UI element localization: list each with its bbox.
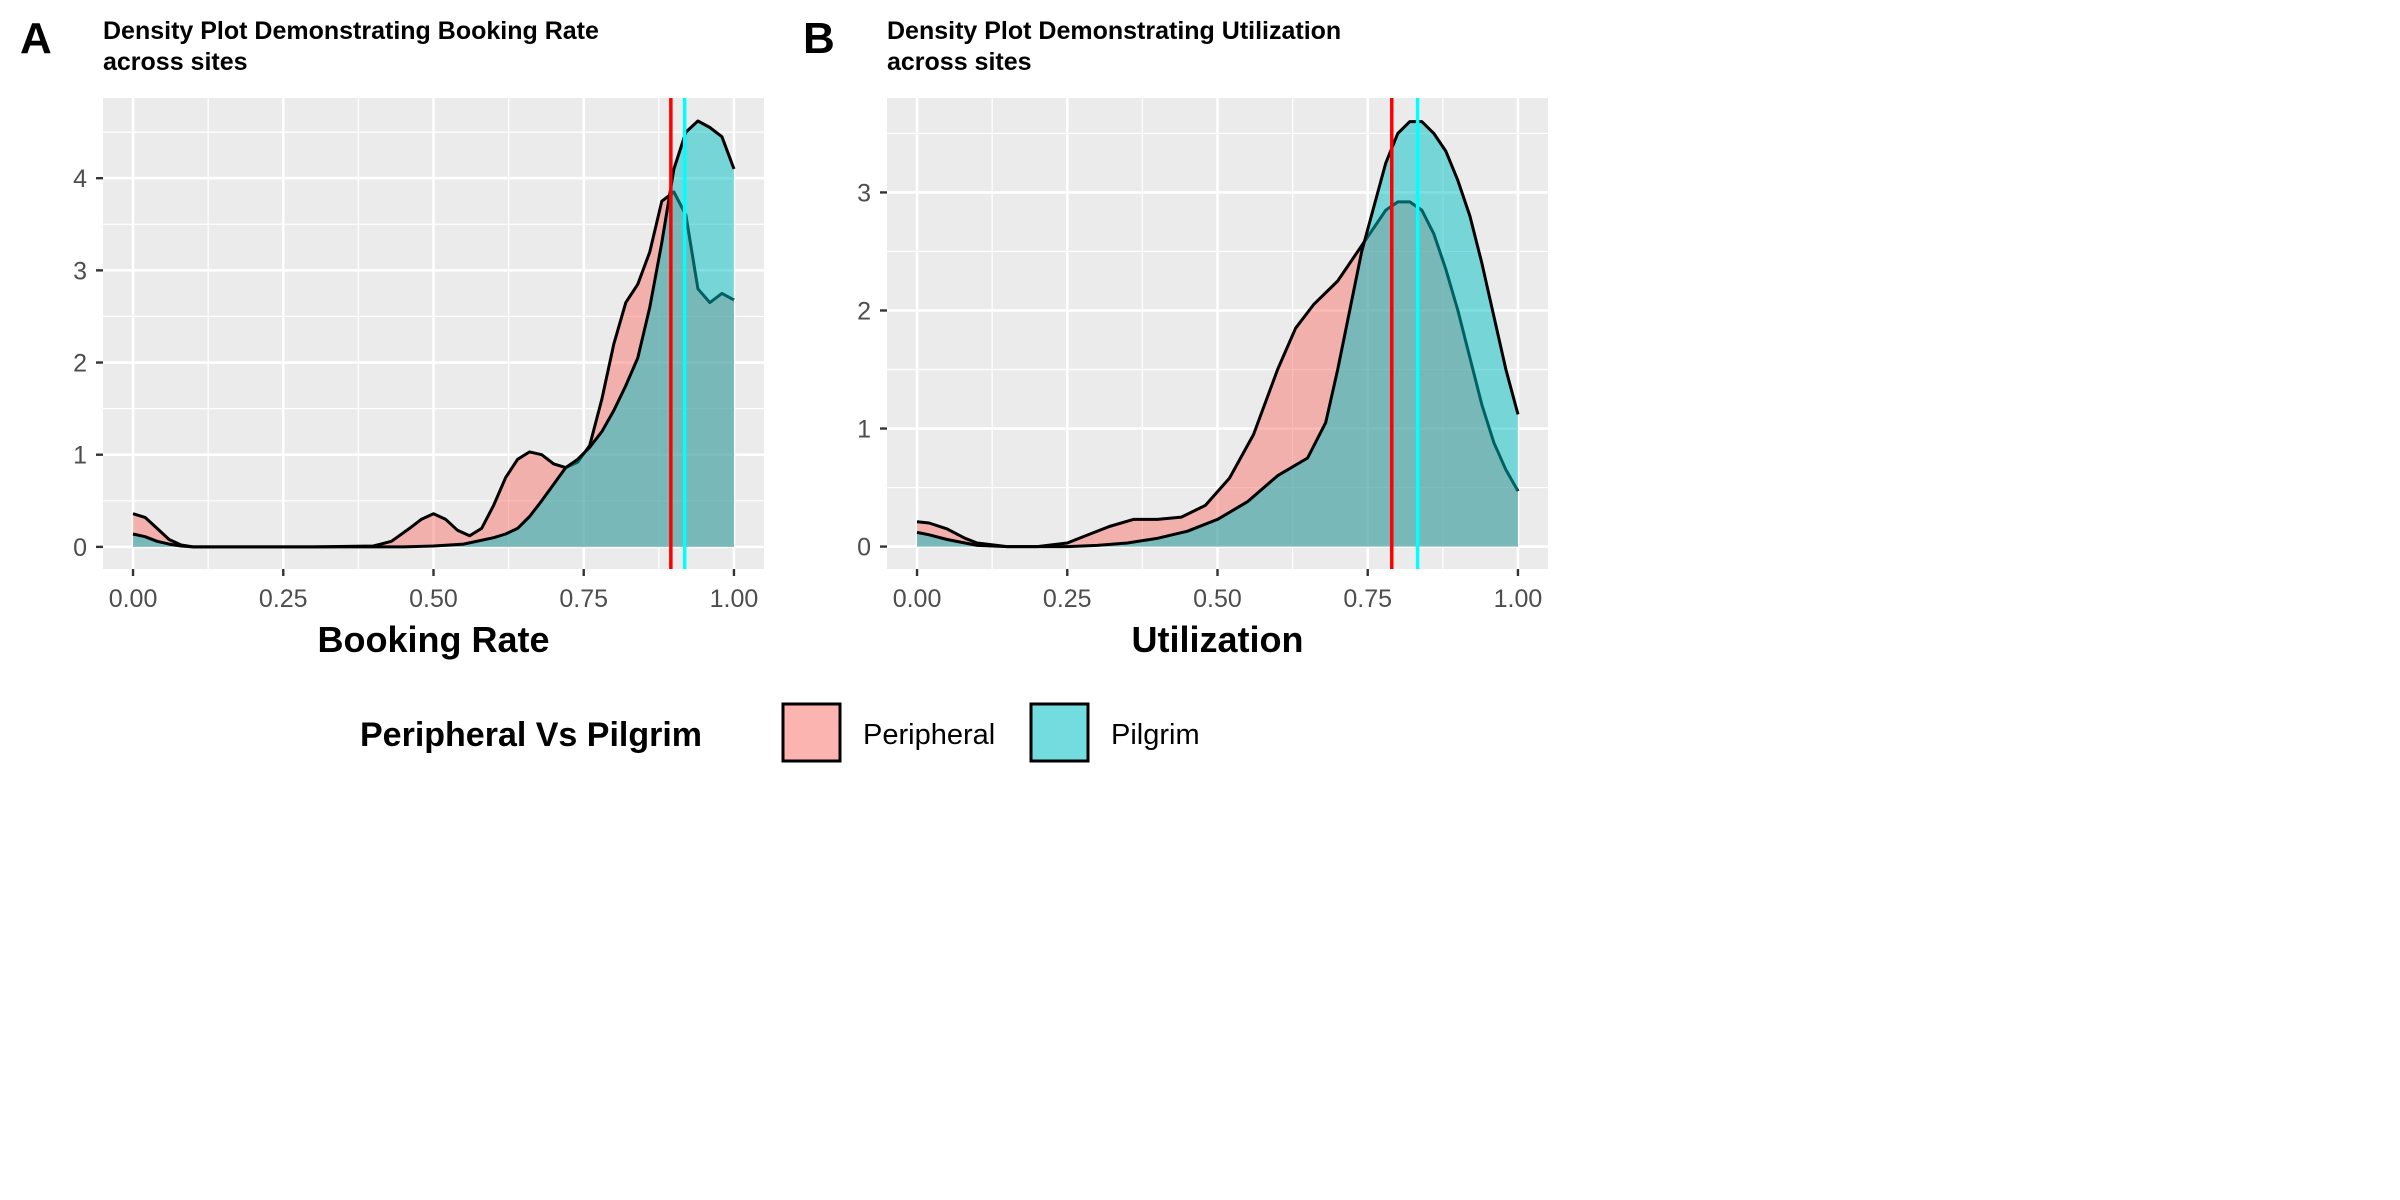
x-tick-label: 0.25 bbox=[1043, 585, 1092, 613]
x-axis-title: Utilization bbox=[1132, 619, 1304, 660]
chart-title-line: across sites bbox=[887, 48, 1032, 76]
legend-key-peripheral bbox=[781, 702, 842, 763]
x-tick-label: 1.00 bbox=[710, 585, 759, 613]
chart-title-line: Density Plot Demonstrating Booking Rate bbox=[103, 17, 599, 45]
legend-title: Peripheral Vs Pilgrim bbox=[360, 716, 702, 754]
y-tick-label: 4 bbox=[73, 165, 87, 193]
x-tick-label: 0.00 bbox=[893, 585, 942, 613]
x-axis-title: Booking Rate bbox=[317, 619, 549, 660]
legend-key-pilgrim bbox=[1029, 702, 1090, 763]
x-tick-label: 0.50 bbox=[409, 585, 458, 613]
x-tick-label: 0.25 bbox=[259, 585, 308, 613]
y-tick-label: 0 bbox=[73, 534, 87, 562]
density-area-pilgrim bbox=[917, 121, 1518, 547]
y-tick-label: 3 bbox=[73, 257, 87, 285]
panel-a: A Density Plot Demonstrating Booking Rate… bbox=[20, 14, 764, 660]
x-tick-label: 0.75 bbox=[1343, 585, 1392, 613]
figure: A Density Plot Demonstrating Booking Rate… bbox=[20, 14, 1548, 763]
legend-label-peripheral: Peripheral bbox=[863, 719, 995, 751]
legend: Peripheral Vs Pilgrim Peripheral Pilgrim bbox=[360, 702, 1200, 763]
y-tick-label: 0 bbox=[857, 534, 871, 562]
x-tick-label: 0.00 bbox=[109, 585, 158, 613]
density-curve-pilgrim bbox=[132, 119, 736, 549]
y-tick-label: 1 bbox=[73, 442, 87, 470]
density-area-pilgrim bbox=[133, 121, 734, 547]
y-tick-label: 1 bbox=[857, 416, 871, 444]
panel-b: B Density Plot Demonstrating Utilization a… bbox=[803, 14, 1548, 660]
x-tick-label: 0.75 bbox=[559, 585, 608, 613]
y-tick-label: 2 bbox=[857, 297, 871, 325]
chart-title-line: Density Plot Demonstrating Utilization bbox=[887, 17, 1341, 45]
x-tick-label: 1.00 bbox=[1494, 585, 1543, 613]
legend-label-pilgrim: Pilgrim bbox=[1111, 719, 1200, 751]
density-curve-pilgrim bbox=[916, 120, 1520, 549]
y-tick-label: 3 bbox=[857, 179, 871, 207]
x-tick-label: 0.50 bbox=[1193, 585, 1242, 613]
chart-title-line: across sites bbox=[103, 48, 248, 76]
y-tick-label: 2 bbox=[73, 350, 87, 378]
panel-label: A bbox=[20, 14, 52, 63]
panel-label: B bbox=[803, 14, 835, 63]
